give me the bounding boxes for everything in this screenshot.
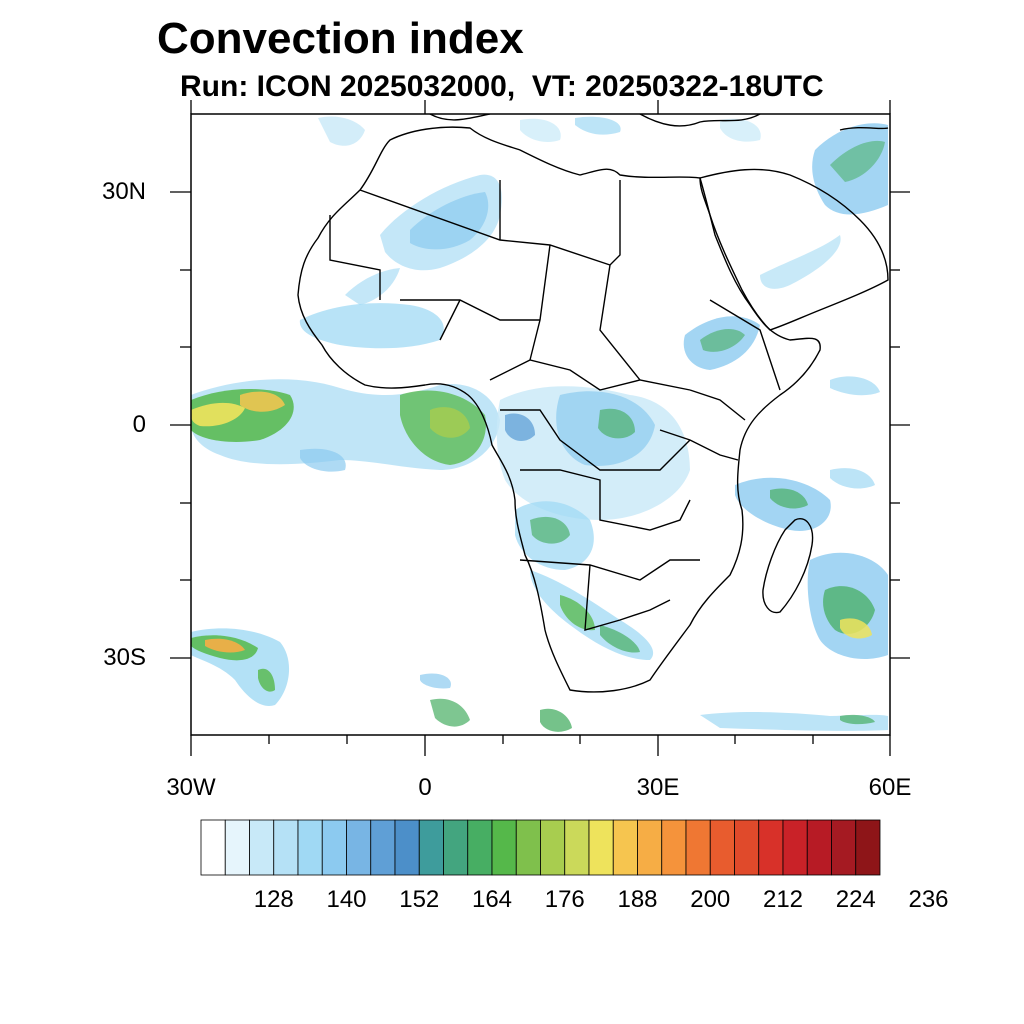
lat-label-30s: 30S: [103, 644, 146, 671]
colorbar-tick-label: 140: [326, 886, 367, 913]
colorbar-swatch: [297, 819, 323, 876]
colorbar-tick-label: 224: [835, 886, 876, 913]
colorbar-swatch: [782, 819, 808, 876]
lat-label-0: 0: [132, 411, 146, 438]
lat-label-30n: 30N: [101, 178, 146, 205]
colorbar-swatch: [346, 819, 372, 876]
colorbar-swatch: [224, 819, 250, 876]
lon-label-30w: 30W: [166, 774, 216, 801]
colorbar-tick-label: 164: [471, 886, 513, 913]
colorbar-tick-label: 128: [253, 886, 294, 913]
colorbar-tick-label: 176: [544, 886, 585, 913]
lon-label-0: 0: [418, 774, 432, 801]
colorbar-swatch: [637, 819, 663, 876]
colorbar-swatch: [273, 819, 299, 876]
colorbar-tick-label: 212: [762, 886, 804, 913]
colorbar-tick-label: 200: [690, 886, 731, 913]
colorbar-swatch: [855, 819, 881, 876]
colorbar-swatch: [685, 819, 711, 876]
africa-coastline: [297, 126, 821, 693]
colorbar-swatch: [321, 819, 347, 876]
colorbar-swatch: [249, 819, 275, 876]
colorbar-swatch: [443, 819, 469, 876]
colorbar: [200, 819, 881, 876]
lon-label-30e: 30E: [636, 774, 680, 801]
colorbar-swatch: [491, 819, 517, 876]
colorbar-swatch: [394, 819, 420, 876]
coastlines: [297, 114, 889, 693]
colorbar-tick-label: 236: [908, 886, 949, 913]
colorbar-swatch: [661, 819, 687, 876]
colorbar-swatch: [806, 819, 832, 876]
colorbar-swatch: [467, 819, 493, 876]
madagascar-coastline: [762, 518, 814, 614]
colorbar-tick-label: 152: [399, 886, 440, 913]
colorbar-swatch: [540, 819, 566, 876]
colorbar-swatch: [588, 819, 614, 876]
colorbar-swatch: [370, 819, 396, 876]
colorbar-swatch: [734, 819, 760, 876]
axis-ticks: [170, 100, 910, 756]
colorbar-swatch: [200, 819, 226, 876]
map-subtitle: Run: ICON 2025032000, VT: 20250322-18UTC: [180, 70, 824, 103]
arabia-coastline: [699, 168, 889, 331]
colorbar-swatch: [564, 819, 590, 876]
map-title: Convection index: [157, 14, 524, 63]
colorbar-tick-label: 188: [617, 886, 658, 913]
lon-label-60e: 60E: [868, 774, 912, 801]
colorbar-swatch: [612, 819, 638, 876]
colorbar-swatch: [758, 819, 784, 876]
colorbar-swatch: [515, 819, 541, 876]
colorbar-swatch: [831, 819, 857, 876]
convection-fields: [191, 116, 888, 732]
colorbar-swatch: [709, 819, 735, 876]
colorbar-swatch: [418, 819, 444, 876]
